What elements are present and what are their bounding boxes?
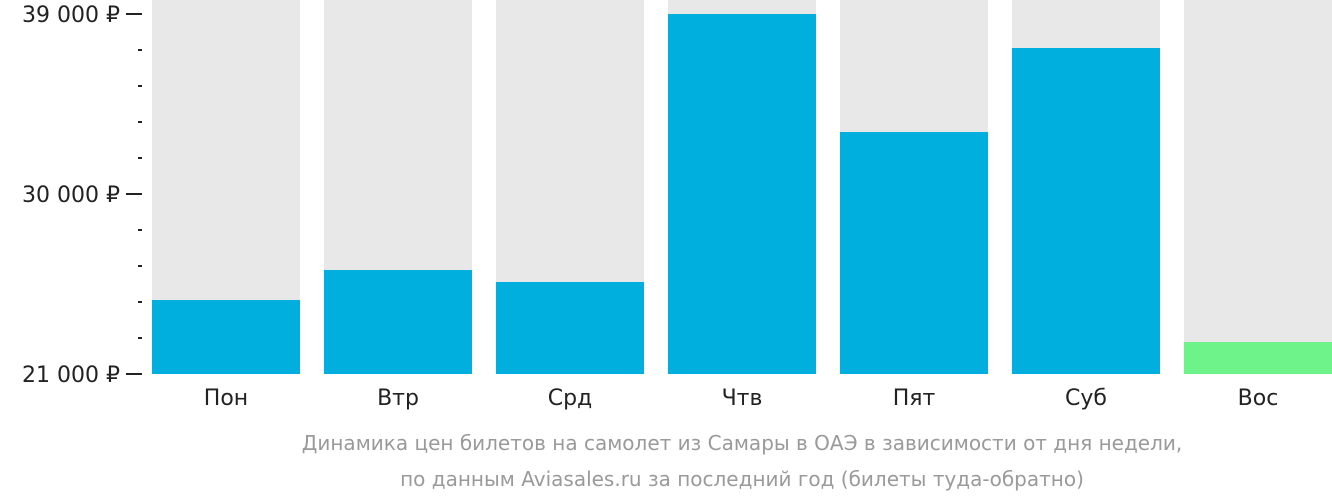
- x-tick-label-6: Вос: [1238, 386, 1279, 411]
- price-chart: 21 000 ₽ 30 000 ₽ 39 000 ₽ Пон Втр Срд Чтв Пят…: [22, 0, 1332, 411]
- chart-caption-line-2: по данным Aviasales.ru за последний год …: [400, 467, 1084, 491]
- bar-4: [840, 132, 988, 374]
- bar-background-6: [1184, 0, 1332, 374]
- x-axis-labels: Пон Втр Срд Чтв Пят Суб Вос: [204, 386, 1279, 411]
- chart-caption-line-1: Динамика цен билетов на самолет из Самар…: [301, 431, 1183, 455]
- x-tick-label-0: Пон: [204, 386, 248, 411]
- x-tick-label-1: Втр: [377, 386, 419, 411]
- y-tick-label-1: 30 000 ₽: [22, 183, 120, 208]
- y-tick-label-2: 39 000 ₽: [22, 3, 120, 28]
- bar-5: [1012, 48, 1160, 374]
- y-axis: 21 000 ₽ 30 000 ₽ 39 000 ₽: [22, 3, 142, 388]
- bar-3: [668, 14, 816, 374]
- bar-6: [1184, 342, 1332, 374]
- bar-0: [152, 300, 300, 374]
- x-tick-label-5: Суб: [1065, 386, 1107, 411]
- bar-2: [496, 282, 644, 374]
- y-tick-label-0: 21 000 ₽: [22, 363, 120, 388]
- x-tick-label-2: Срд: [548, 386, 593, 411]
- x-tick-label-4: Пят: [893, 386, 936, 411]
- bar-1: [324, 270, 472, 374]
- bars: [152, 14, 1332, 374]
- x-tick-label-3: Чтв: [722, 386, 763, 411]
